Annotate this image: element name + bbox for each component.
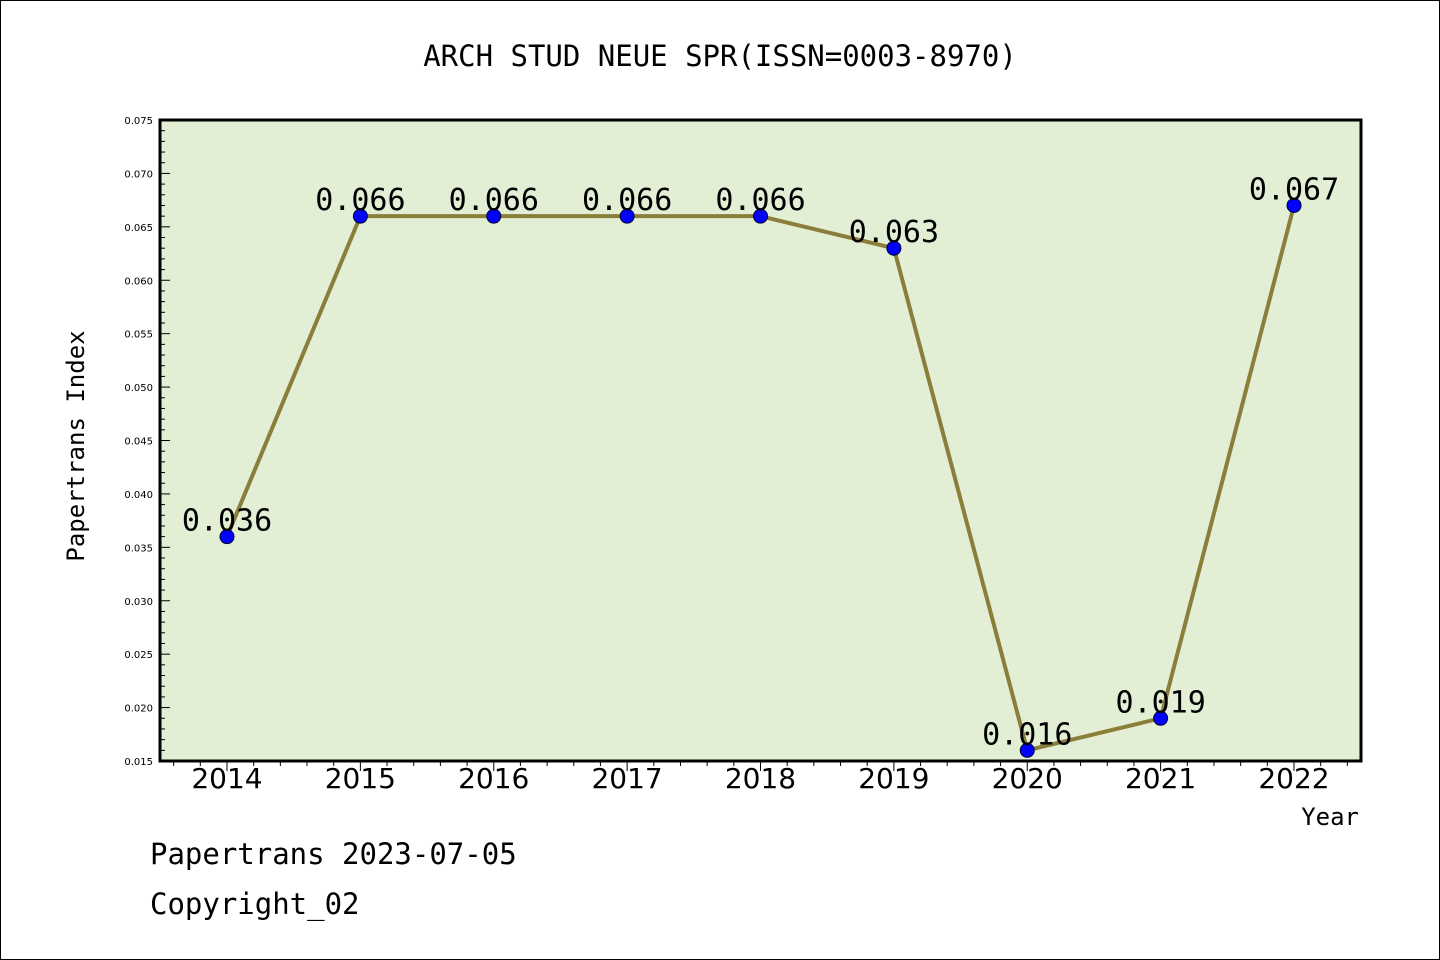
data-label: 0.019 xyxy=(1115,685,1205,720)
y-tick-label: 0.030 xyxy=(124,597,153,608)
data-point xyxy=(886,240,902,256)
y-tick-label: 0.025 xyxy=(124,650,153,661)
y-tick-label: 0.020 xyxy=(124,704,153,715)
y-tick-label: 0.065 xyxy=(124,223,153,234)
data-label: 0.063 xyxy=(849,215,939,250)
y-tick-label: 0.050 xyxy=(124,383,153,394)
y-tick-label: 0.040 xyxy=(124,490,153,501)
data-label: 0.067 xyxy=(1249,172,1339,207)
y-tick-label: 0.055 xyxy=(124,330,153,341)
y-tick-label: 0.045 xyxy=(124,437,153,448)
chart-title: ARCH STUD NEUE SPR(ISSN=0003-8970) xyxy=(423,39,1017,73)
data-label: 0.066 xyxy=(315,183,405,218)
y-tick-label: 0.060 xyxy=(124,276,153,287)
series xyxy=(219,197,1302,758)
y-axis-label: Papertrans Index xyxy=(62,330,90,561)
data-point xyxy=(753,208,768,224)
x-tick-label: 2020 xyxy=(992,762,1063,795)
data-point xyxy=(219,529,235,545)
data-label: 0.066 xyxy=(582,183,672,218)
x-tick-label: 2022 xyxy=(1258,762,1329,795)
y-tick-label: 0.075 xyxy=(124,116,153,127)
data-label: 0.066 xyxy=(715,183,805,218)
x-tick-label: 2018 xyxy=(725,762,796,795)
footer-date: Papertrans 2023-07-05 xyxy=(150,837,517,871)
x-tick-label: 2015 xyxy=(325,762,396,795)
x-tick-label: 2016 xyxy=(458,762,529,795)
y-axis: 0.015 0.020 0.025 0.030 0.035 0.040 0.045 0.050… xyxy=(124,116,170,768)
plot-area xyxy=(158,118,1363,763)
data-point xyxy=(619,208,635,224)
x-axis-label: Year xyxy=(1301,803,1359,831)
y-tick-label: 0.015 xyxy=(124,757,153,768)
data-point xyxy=(1153,710,1169,726)
y-tick-label: 0.070 xyxy=(124,169,153,180)
x-axis: 2014 2015 2016 2017 2018 2019 2020 2021 2022 xyxy=(173,761,1348,795)
x-tick-label: 2019 xyxy=(858,762,929,795)
data-label: 0.036 xyxy=(182,504,272,539)
data-point xyxy=(352,208,368,224)
data-point xyxy=(1286,197,1302,213)
data-point xyxy=(1019,742,1035,758)
data-label: 0.066 xyxy=(449,183,539,218)
x-tick-label: 2021 xyxy=(1125,762,1196,795)
data-label: 0.016 xyxy=(982,717,1072,752)
y-tick-label: 0.035 xyxy=(124,543,153,554)
footer-copyright: Copyright_02 xyxy=(150,887,360,922)
x-tick-label: 2017 xyxy=(591,762,662,795)
x-tick-label: 2014 xyxy=(191,762,262,795)
data-point xyxy=(486,208,502,224)
data-labels: 0.036 0.066 0.066 0.066 0.066 0.063 0.016 0.019… xyxy=(182,172,1339,752)
